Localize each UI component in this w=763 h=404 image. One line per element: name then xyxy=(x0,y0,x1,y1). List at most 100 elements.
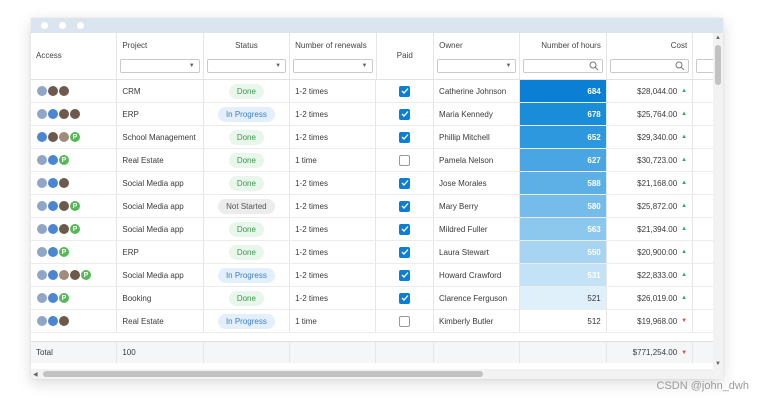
paid-checkbox[interactable] xyxy=(399,223,411,235)
horizontal-scroll-thumb[interactable] xyxy=(43,371,483,377)
hours-filter-input[interactable] xyxy=(523,59,603,73)
vertical-scrollbar[interactable]: ▲ ▼ xyxy=(713,33,723,379)
paid-checkbox[interactable] xyxy=(399,315,411,327)
paid-checkbox[interactable] xyxy=(399,154,411,166)
avatar: P xyxy=(58,292,70,304)
renewals-cell: 1-2 times xyxy=(290,218,377,240)
header-project[interactable]: Project ▼ xyxy=(117,33,204,79)
renewals-cell: 1-2 times xyxy=(290,126,377,148)
hours-cell: 580 xyxy=(520,195,607,217)
status-badge: In Progress xyxy=(217,106,275,122)
status-cell: Done xyxy=(204,149,291,171)
status-filter-select[interactable]: ▼ xyxy=(206,59,287,73)
cost-value: $29,340.00 xyxy=(637,132,678,142)
cost-value: $21,394.00 xyxy=(637,224,678,234)
header-project-label: Project xyxy=(122,41,148,50)
paid-checkbox[interactable] xyxy=(399,292,411,304)
table-row[interactable]: P Social Media app In Progress 1-2 times How… xyxy=(31,264,723,287)
footer-cost-total: $771,254.00 ▼ xyxy=(607,342,694,363)
paid-checkbox[interactable] xyxy=(399,246,411,258)
table-row[interactable]: P Real Estate Done 1 time Pamela Nelson 627 $3… xyxy=(31,149,723,172)
hours-value: 563 xyxy=(587,224,601,234)
trend-up-icon: ▲ xyxy=(681,295,688,301)
data-grid: Access Project ▼ Status ▼ Number of rene… xyxy=(31,33,723,379)
scroll-left-icon[interactable]: ◀ xyxy=(33,372,38,378)
header-hours[interactable]: Number of hours xyxy=(520,33,607,79)
renewals-filter-select[interactable]: ▼ xyxy=(293,59,373,73)
hours-value: 580 xyxy=(587,201,601,211)
renewals-cell: 1-2 times xyxy=(290,103,377,125)
header-paid[interactable]: Paid xyxy=(377,33,435,79)
paid-checkbox[interactable] xyxy=(399,108,411,120)
data-grid-window: Access Project ▼ Status ▼ Number of rene… xyxy=(31,18,723,379)
paid-checkbox[interactable] xyxy=(399,269,411,281)
owner-cell: Mary Berry xyxy=(434,195,521,217)
hours-cell: 652 xyxy=(520,126,607,148)
header-access[interactable]: Access xyxy=(31,33,118,79)
paid-cell xyxy=(376,103,435,125)
chevron-down-icon: ▼ xyxy=(505,63,512,69)
window-dot-maximize[interactable] xyxy=(77,22,84,29)
table-row[interactable]: P Social Media app Done 1-2 times Mildred Fu… xyxy=(31,218,723,241)
table-row[interactable]: P Social Media app Not Started 1-2 times Mar… xyxy=(31,195,723,218)
renewals-cell: 1-2 times xyxy=(290,195,377,217)
hours-value: 588 xyxy=(587,178,601,188)
table-row[interactable]: ERP In Progress 1-2 times Maria Kennedy 678 $… xyxy=(31,103,723,126)
header-status-label: Status xyxy=(235,41,258,50)
table-row[interactable]: P ERP Done 1-2 times Laura Stewart 550 $20,900… xyxy=(31,241,723,264)
header-paid-label: Paid xyxy=(396,51,413,60)
vertical-scroll-thumb[interactable] xyxy=(715,45,721,85)
paid-checkbox[interactable] xyxy=(399,177,411,189)
check-icon xyxy=(401,295,409,301)
status-cell: Not Started xyxy=(204,195,291,217)
table-row[interactable]: Social Media app Done 1-2 times Jose Morale… xyxy=(31,172,723,195)
hours-value: 550 xyxy=(587,247,601,257)
window-dot-minimize[interactable] xyxy=(59,22,66,29)
hours-cell: 684 xyxy=(520,80,607,102)
project-filter-select[interactable]: ▼ xyxy=(120,59,200,73)
cost-cell: $19,968.00 ▼ xyxy=(607,310,694,332)
owner-cell: Howard Crawford xyxy=(434,264,521,286)
paid-checkbox[interactable] xyxy=(399,85,411,97)
window-dot-close[interactable] xyxy=(41,22,48,29)
table-row[interactable]: P Booking Done 1-2 times Clarence Ferguson 52… xyxy=(31,287,723,310)
avatar: P xyxy=(80,269,92,281)
paid-checkbox[interactable] xyxy=(399,200,411,212)
avatar-group xyxy=(36,177,70,189)
cost-filter-input[interactable] xyxy=(609,59,690,73)
avatar-group: P xyxy=(36,154,70,166)
header-renewals[interactable]: Number of renewals ▼ xyxy=(290,33,377,79)
hours-value: 627 xyxy=(587,155,601,165)
table-row[interactable]: Real Estate In Progress 1 time Kimberly But… xyxy=(31,310,723,333)
owner-filter-select[interactable]: ▼ xyxy=(437,59,517,73)
header-owner[interactable]: Owner ▼ xyxy=(434,33,521,79)
table-row[interactable]: P School Management Done 1-2 times Phillip M… xyxy=(31,126,723,149)
header-cost[interactable]: Cost xyxy=(607,33,694,79)
table-row[interactable]: CRM Done 1-2 times Catherine Johnson 684 $28,… xyxy=(31,80,723,103)
header-status[interactable]: Status ▼ xyxy=(204,33,291,79)
avatar-group xyxy=(36,108,81,120)
cost-cell: $26,019.00 ▲ xyxy=(607,287,694,309)
paid-checkbox[interactable] xyxy=(399,131,411,143)
hours-cell: 627 xyxy=(520,149,607,171)
owner-cell: Mildred Fuller xyxy=(434,218,521,240)
avatar xyxy=(69,108,81,120)
hours-cell: 521 xyxy=(520,287,607,309)
check-icon xyxy=(401,226,409,232)
owner-cell: Jose Morales xyxy=(434,172,521,194)
trend-up-icon: ▲ xyxy=(681,88,688,94)
avatar-group: P xyxy=(36,131,81,143)
renewals-cell: 1 time xyxy=(290,310,377,332)
access-cell: P xyxy=(31,241,118,263)
scroll-down-icon[interactable]: ▼ xyxy=(715,361,721,367)
avatar xyxy=(58,85,70,97)
status-badge: Done xyxy=(228,152,264,168)
cost-cell: $20,900.00 ▲ xyxy=(607,241,694,263)
horizontal-scrollbar[interactable]: ◀ xyxy=(31,369,713,379)
footer-cost-value: $771,254.00 xyxy=(632,348,678,357)
status-cell: Done xyxy=(204,287,291,309)
scroll-up-icon[interactable]: ▲ xyxy=(715,35,721,41)
cost-value: $21,168.00 xyxy=(637,178,678,188)
access-cell xyxy=(31,172,118,194)
status-cell: In Progress xyxy=(204,310,291,332)
